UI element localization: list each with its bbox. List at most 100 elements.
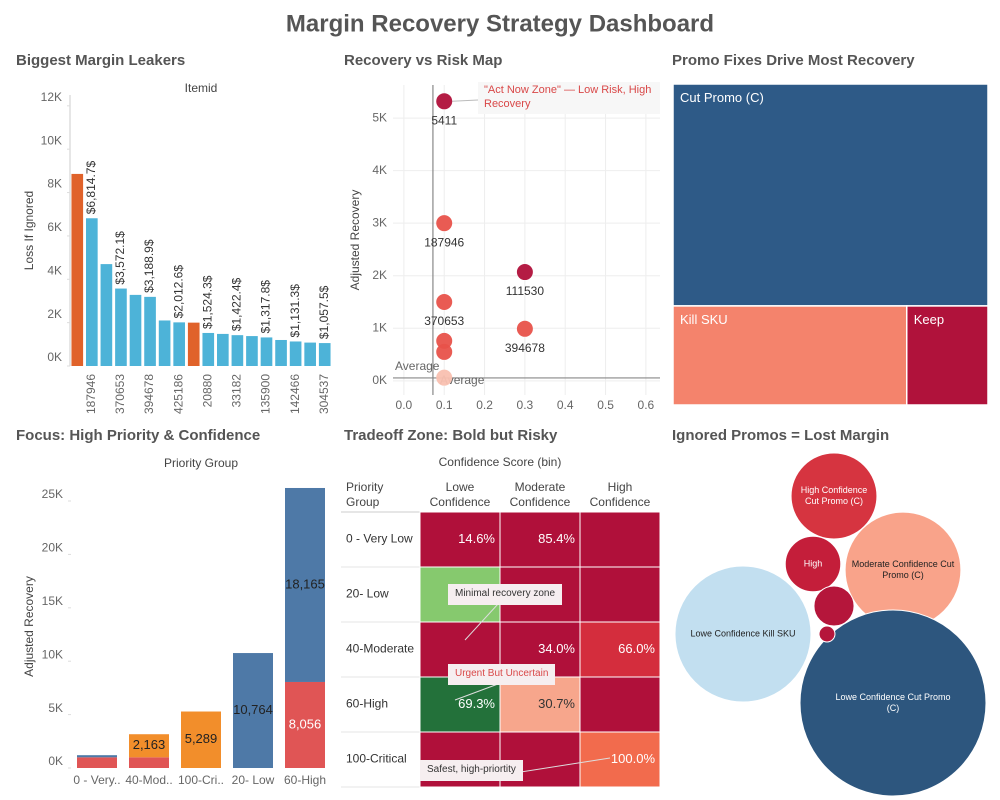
chart-subtitle: Priority Group: [164, 456, 238, 470]
value-label: $6,814.7$: [84, 161, 98, 215]
y-tick-label: 5K: [372, 110, 387, 124]
bubble: [674, 565, 812, 703]
value-label: 8,056: [289, 716, 322, 731]
bar: [86, 218, 98, 366]
bar-segment: [77, 755, 117, 758]
value-label: $1,131.3$: [288, 284, 302, 338]
x-tick-label: 394678: [142, 374, 156, 414]
cell-label: 66.0%: [618, 641, 655, 656]
y-tick-label: 8K: [47, 177, 62, 191]
reference-label: Average: [395, 359, 440, 373]
cell-label: 69.3%: [458, 696, 495, 711]
bubble: [799, 609, 987, 797]
value-label: $3,188.9$: [142, 239, 156, 293]
y-tick-label: 6K: [47, 220, 62, 234]
bubble: [818, 625, 836, 643]
point: [436, 294, 453, 310]
bar: [289, 341, 302, 366]
value-label: $1,317.8$: [259, 280, 273, 334]
bubble-label: High: [803, 558, 823, 569]
x-tick-label: 304537: [317, 374, 331, 414]
value-label: 5,289: [185, 731, 218, 746]
bar: [100, 264, 113, 366]
x-tick-label: 20880: [200, 374, 214, 408]
treemap-label: Keep: [913, 311, 945, 327]
y-axis-label: Adjusted Recovery: [22, 576, 36, 677]
y-tick-label: 5K: [48, 701, 63, 715]
bar: [173, 322, 185, 366]
x-tick-label: 0.0: [396, 398, 413, 412]
cell-label: 85.4%: [538, 531, 575, 546]
y-tick-label: 3K: [372, 215, 387, 229]
point-label: 370653: [424, 314, 464, 328]
chart-title: Ignored Promos = Lost Margin: [672, 427, 889, 444]
row-label: 60-High: [346, 697, 388, 711]
chart-subtitle: Itemid: [185, 81, 218, 95]
point: [436, 93, 453, 110]
treemap-cell: [905, 305, 989, 406]
x-tick-label: 33182: [230, 374, 244, 408]
column-header: Lowe Confidence: [429, 480, 491, 509]
bar-segment: [285, 681, 325, 768]
x-tick-label: 0.1: [436, 398, 453, 412]
treemap-label: Cut Promo (C): [680, 90, 764, 105]
point: [436, 215, 453, 232]
x-tick-label: 40-Mod..: [125, 773, 172, 787]
row-header: Priority Group: [346, 480, 384, 509]
y-tick-label: 0K: [372, 373, 387, 387]
x-tick-label: 187946: [84, 374, 98, 414]
x-tick-label: 0.5: [597, 398, 614, 412]
bar-segment: [129, 757, 169, 768]
bar: [217, 333, 229, 366]
x-tick-label: 425186: [171, 374, 185, 414]
chart-title: Promo Fixes Drive Most Recovery: [672, 52, 915, 69]
bar: [246, 336, 258, 366]
chart-title: Biggest Margin Leakers: [16, 52, 185, 69]
annotation-leader: [454, 683, 499, 701]
y-tick-label: 20K: [42, 541, 63, 555]
point-label: 111530: [506, 284, 545, 298]
bar: [187, 322, 200, 366]
bubble-label: Moderate Confidence Cut Promo (C): [851, 558, 955, 580]
value-label: 2,163: [133, 737, 166, 752]
bar-segment: [285, 487, 325, 682]
point-label: 187946: [424, 235, 464, 249]
bar-segment: [77, 757, 117, 768]
y-tick-label: 4K: [372, 163, 387, 177]
heat-cell: [579, 511, 661, 568]
y-tick-label: 2K: [47, 307, 62, 321]
bar: [202, 332, 215, 366]
x-tick-label: 20- Low: [232, 773, 275, 787]
bar: [231, 335, 244, 366]
point: [436, 343, 453, 360]
point: [516, 320, 533, 337]
value-label: $2,012.6$: [171, 265, 185, 319]
cell-label: 100.0%: [611, 751, 656, 766]
bubble: [790, 452, 878, 540]
bar: [304, 342, 316, 366]
heat-cell: [579, 566, 661, 623]
x-tick-label: 0.2: [476, 398, 493, 412]
y-tick-label: 10K: [41, 133, 62, 147]
cell-label: 30.7%: [538, 696, 575, 711]
bar: [158, 320, 171, 366]
treemap-cell: [672, 83, 989, 307]
x-tick-label: 0 - Very..: [73, 773, 120, 787]
chart-title: Recovery vs Risk Map: [344, 52, 502, 69]
point-label: 394678: [505, 341, 545, 355]
x-tick-label: 142466: [288, 374, 302, 414]
point: [436, 332, 453, 349]
row-label: 100-Critical: [346, 752, 407, 766]
row-label: 40-Moderate: [346, 642, 414, 656]
bar: [129, 294, 142, 366]
bar: [260, 337, 273, 366]
bar-segment: [129, 734, 169, 758]
point-label: 5411: [431, 113, 457, 127]
x-tick-label: 0.4: [557, 398, 574, 412]
chart-subtitle: Confidence Score (bin): [439, 455, 562, 469]
value-label: $3,572.1$: [113, 231, 127, 285]
x-tick-label: 60-High: [284, 773, 326, 787]
bar: [71, 173, 84, 366]
bar-segment: [181, 711, 221, 768]
x-tick-label: 0.3: [517, 398, 534, 412]
